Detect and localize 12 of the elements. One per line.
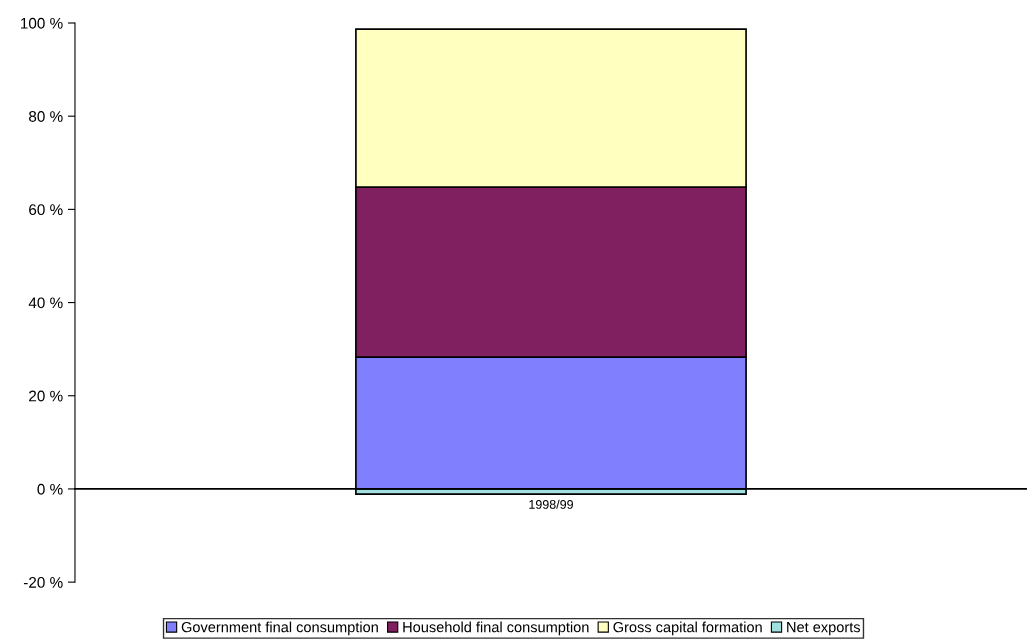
y-tick-label: 20 % [29, 390, 63, 402]
y-tick-label: 80 % [29, 111, 63, 122]
y-tick-label: -20 % [23, 577, 63, 588]
x-tick-label: 1998/99 [529, 499, 573, 509]
y-tick-label: 100 % [21, 17, 63, 29]
y-tick-label: 0 % [37, 483, 63, 495]
legend-label: Household final consumption [403, 621, 589, 636]
y-tick-label: 40 % [28, 297, 63, 309]
legend-label: Gross capital formation [613, 621, 762, 636]
legend-label: Net exports [787, 622, 861, 636]
y-tick-label: 60 % [29, 204, 63, 216]
legend-label: Government final consumption [181, 621, 378, 636]
